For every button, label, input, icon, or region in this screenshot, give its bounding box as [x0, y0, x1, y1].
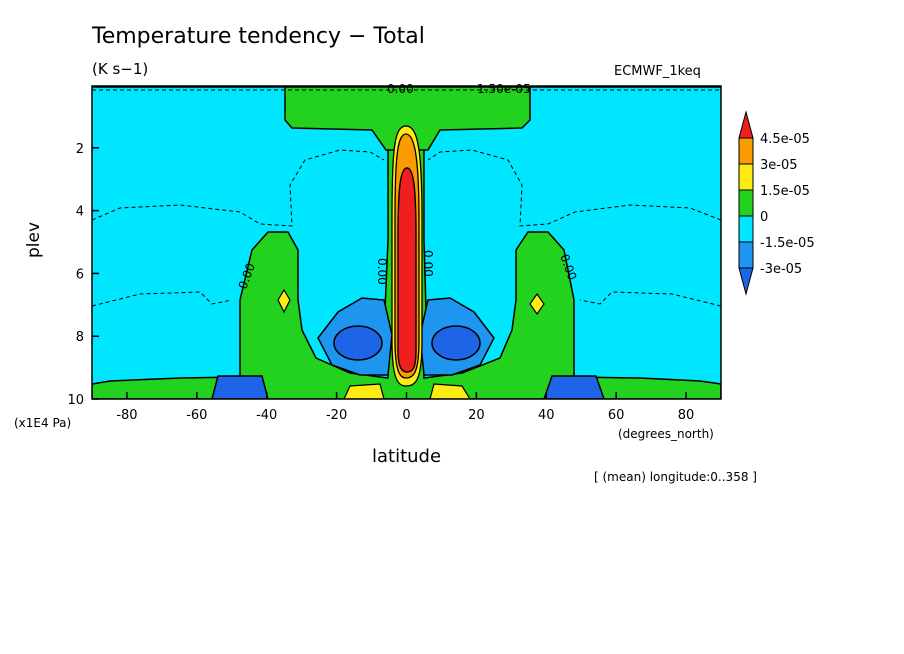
contour-dashed-south [92, 149, 385, 227]
dataset-label: ECMWF_1keq [614, 64, 701, 79]
footnote: [ (mean) longitude:0..358 ] [594, 470, 757, 484]
y-tick-label: 10 [67, 393, 84, 408]
y-tick-label: 6 [76, 267, 84, 282]
contour-dashed-south-2 [92, 291, 233, 307]
x-tick-label: 60 [608, 408, 625, 423]
y-scale-note: (x1E4 Pa) [14, 416, 72, 430]
colorbar-swatch [738, 215, 754, 243]
colorbar-swatch [738, 137, 754, 165]
chart-title: Temperature tendency − Total [92, 24, 425, 49]
x-tick-label: -80 [116, 408, 137, 423]
colorbar-swatch [738, 189, 754, 217]
colorbar-label: 0 [760, 210, 768, 225]
x-tick-label: -20 [326, 408, 347, 423]
x-axis: -80 -60 -40 -20 0 20 40 60 80 [116, 392, 694, 423]
y-tick-label: 2 [76, 142, 84, 157]
y-tick-label: 8 [76, 330, 84, 345]
contour-dashed-north [427, 149, 721, 227]
fill-surface-block-south [211, 375, 269, 399]
colorbar-label: 4.5e-05 [760, 132, 810, 147]
fill-green-top [284, 86, 531, 151]
contour-label: 1.50e-05 [477, 82, 531, 96]
fill-darkblue-south [333, 325, 383, 361]
x-tick-label: 40 [538, 408, 555, 423]
x-tick-label: 20 [468, 408, 485, 423]
colorbar-label: -3e-05 [760, 262, 802, 277]
x-tick-label: -40 [256, 408, 277, 423]
x-axis-label: latitude [372, 446, 442, 467]
fill-surface-block-north [543, 375, 605, 399]
contour-dashed-north-2 [579, 291, 721, 307]
y-axis-label: plev [24, 221, 44, 258]
fill-yellow-diamond-south [277, 288, 291, 314]
fill-yellow-surface-north [429, 383, 471, 399]
y-axis: 2 4 6 8 10 [67, 142, 99, 408]
colorbar-swatch [738, 241, 754, 269]
x-units-label: (degrees_north) [618, 427, 714, 441]
colorbar-label: 1.5e-05 [760, 184, 810, 199]
colorbar-swatch [738, 267, 754, 296]
contour-label: 0.00 [387, 82, 414, 96]
x-tick-label: -60 [186, 408, 207, 423]
contour-label: 0.00 [421, 250, 435, 277]
colorbar-label: -1.5e-05 [760, 236, 815, 251]
colorbar: 4.5e-05 3e-05 1.5e-05 0 -1.5e-05 -3e-05 [738, 110, 815, 296]
colorbar-label: 3e-05 [760, 158, 798, 173]
colorbar-swatch [738, 110, 754, 139]
x-tick-label: 80 [678, 408, 695, 423]
units-label: (K s−1) [92, 60, 149, 78]
colorbar-swatch [738, 163, 754, 191]
y-tick-label: 4 [76, 205, 84, 220]
contour-label: 0.00 [375, 258, 389, 285]
fill-darkblue-north [431, 325, 481, 361]
contour-fills [92, 86, 721, 399]
fill-red-core [397, 167, 417, 373]
x-tick-label: 0 [402, 408, 410, 423]
fill-yellow-diamond-north [529, 292, 545, 316]
fill-yellow-surface-south [343, 383, 385, 399]
